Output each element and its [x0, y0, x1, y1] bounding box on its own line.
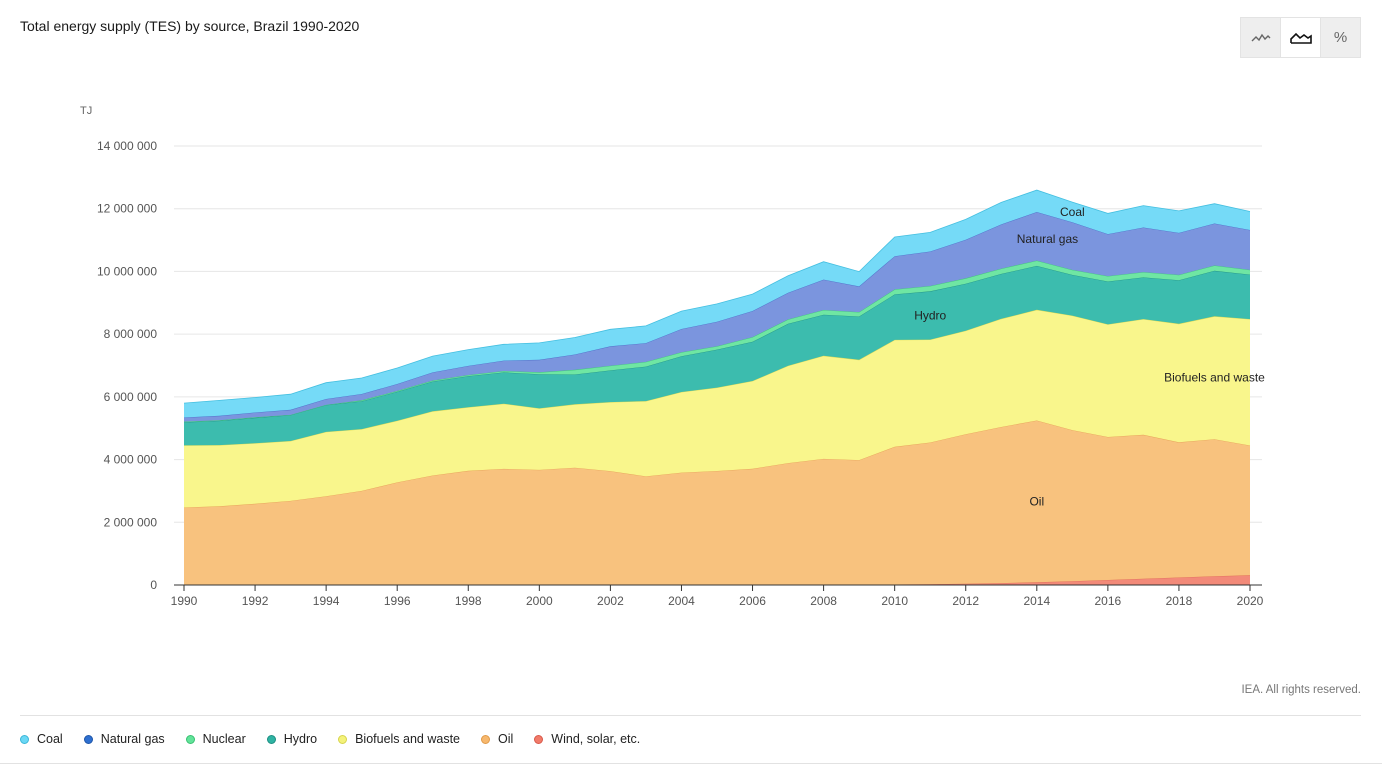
credit-text: IEA. All rights reserved.: [1241, 684, 1361, 696]
y-tick-label: 4 000 000: [104, 453, 158, 467]
axes: 1990 1992 1994 1996 1998 2000 2002 2004 2006 2008…: [171, 584, 1264, 608]
legend-swatch: [185, 734, 195, 744]
y-tick-label: 12 000 000: [97, 202, 157, 216]
x-tick-label: 2012: [952, 594, 979, 608]
area-label: Coal: [1060, 205, 1085, 219]
legend-item-coal[interactable]: Coal: [20, 732, 63, 746]
y-tick-label: 10 000 000: [97, 264, 157, 278]
legend-swatch: [338, 734, 348, 744]
area-wind-solar-etc: [184, 575, 1250, 585]
area-label: Biofuels and waste: [1164, 371, 1265, 385]
divider: [20, 715, 1361, 716]
x-tick-label: 1990: [171, 594, 198, 608]
x-tick-label: 2008: [810, 594, 837, 608]
legend-label: Biofuels and waste: [355, 732, 461, 746]
x-tick-label: 1998: [455, 594, 482, 608]
y-tick-label: 8 000 000: [104, 327, 158, 341]
x-tick-label: 1994: [313, 594, 340, 608]
x-tick-label: 2014: [1023, 594, 1050, 608]
area-oil: [184, 420, 1250, 585]
legend-item-natural-gas[interactable]: Natural gas: [83, 732, 165, 746]
x-tick-label: 1996: [384, 594, 411, 608]
x-tick-label: 1992: [242, 594, 269, 608]
legend-label: Hydro: [283, 732, 318, 746]
legend-item-biofuels-and-waste[interactable]: Biofuels and waste: [338, 732, 460, 746]
legend-label: Coal: [37, 732, 63, 746]
area-labels: Oil Biofuels and waste Hydro Natural gas Coa…: [914, 205, 1265, 508]
legend-label: Oil: [498, 732, 514, 746]
area-label: Natural gas: [1017, 232, 1078, 246]
series-areas: [183, 189, 1251, 586]
chart-type-toggle: %: [1240, 17, 1361, 58]
y-tick-label: 0: [150, 578, 157, 592]
legend-item-oil[interactable]: Oil: [481, 732, 513, 746]
legend-label: Wind, solar, etc.: [551, 732, 641, 746]
x-tick-label: 2018: [1166, 594, 1193, 608]
bottom-divider: [0, 763, 1382, 764]
y-tick-label: 6 000 000: [104, 390, 158, 404]
y-tick-label: 14 000 000: [97, 139, 157, 153]
area-chart-icon: [1289, 32, 1312, 44]
y-axis-unit: TJ: [80, 105, 92, 117]
area-chart-toggle[interactable]: [1280, 18, 1320, 57]
legend-swatch: [534, 734, 544, 744]
area-biofuels-and-waste: [184, 309, 1250, 508]
area-coal: [184, 190, 1250, 418]
legend-label: Nuclear: [202, 732, 246, 746]
legend-swatch: [481, 734, 491, 744]
y-tick-label: 2 000 000: [104, 515, 158, 529]
legend-item-wind-solar[interactable]: Wind, solar, etc.: [534, 732, 640, 746]
x-tick-label: 2006: [739, 594, 766, 608]
legend-label: Natural gas: [100, 732, 165, 746]
line-coal: [183, 189, 1251, 404]
area-label: Oil: [1029, 494, 1044, 508]
legend-item-hydro[interactable]: Hydro: [266, 732, 318, 746]
legend: Coal Natural gas Nuclear Hydro Biofuels …: [20, 732, 661, 746]
x-tick-label: 2000: [526, 594, 553, 608]
area-nuclear: [184, 260, 1250, 423]
area-label: Hydro: [914, 308, 946, 322]
percent-icon: %: [1333, 29, 1348, 46]
legend-swatch: [266, 734, 276, 744]
x-tick-label: 2010: [881, 594, 908, 608]
line-chart-toggle[interactable]: [1241, 18, 1280, 57]
area-hydro: [184, 265, 1250, 446]
legend-swatch: [83, 734, 93, 744]
x-tick-label: 2004: [668, 594, 695, 608]
x-tick-label: 2002: [597, 594, 624, 608]
percent-toggle[interactable]: %: [1320, 18, 1360, 57]
legend-item-nuclear[interactable]: Nuclear: [185, 732, 246, 746]
legend-swatch: [20, 734, 29, 744]
line-chart-icon: [1251, 33, 1270, 41]
chart-title: Total energy supply (TES) by source, Bra…: [20, 18, 360, 34]
x-tick-label: 2016: [1095, 594, 1122, 608]
area-chart: TJ 0 2 000 000 4 000 000 6 000 000 8 000 000…: [80, 105, 1265, 608]
x-tick-label: 2020: [1237, 594, 1264, 608]
